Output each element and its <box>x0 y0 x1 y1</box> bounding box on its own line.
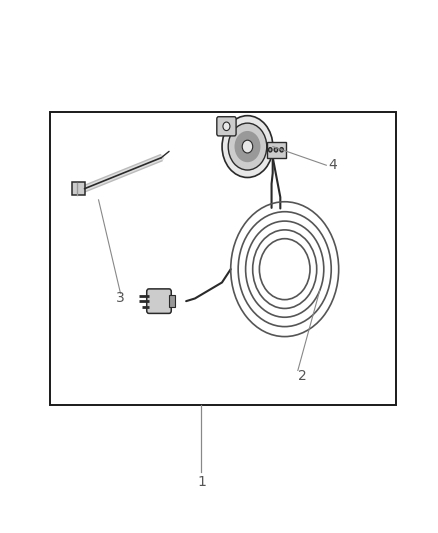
Circle shape <box>280 148 283 152</box>
FancyBboxPatch shape <box>147 289 171 313</box>
Text: 3: 3 <box>116 292 125 305</box>
Text: 4: 4 <box>328 158 337 172</box>
Text: 1: 1 <box>197 475 206 489</box>
Circle shape <box>242 140 253 153</box>
Circle shape <box>223 122 230 131</box>
Circle shape <box>228 123 267 170</box>
Circle shape <box>268 148 272 152</box>
Bar <box>50 112 396 405</box>
Circle shape <box>274 148 278 152</box>
Circle shape <box>222 116 273 177</box>
Circle shape <box>235 132 260 161</box>
FancyBboxPatch shape <box>169 295 175 308</box>
FancyBboxPatch shape <box>217 117 236 136</box>
FancyBboxPatch shape <box>267 142 286 158</box>
Text: 2: 2 <box>298 369 307 383</box>
FancyBboxPatch shape <box>72 182 85 195</box>
